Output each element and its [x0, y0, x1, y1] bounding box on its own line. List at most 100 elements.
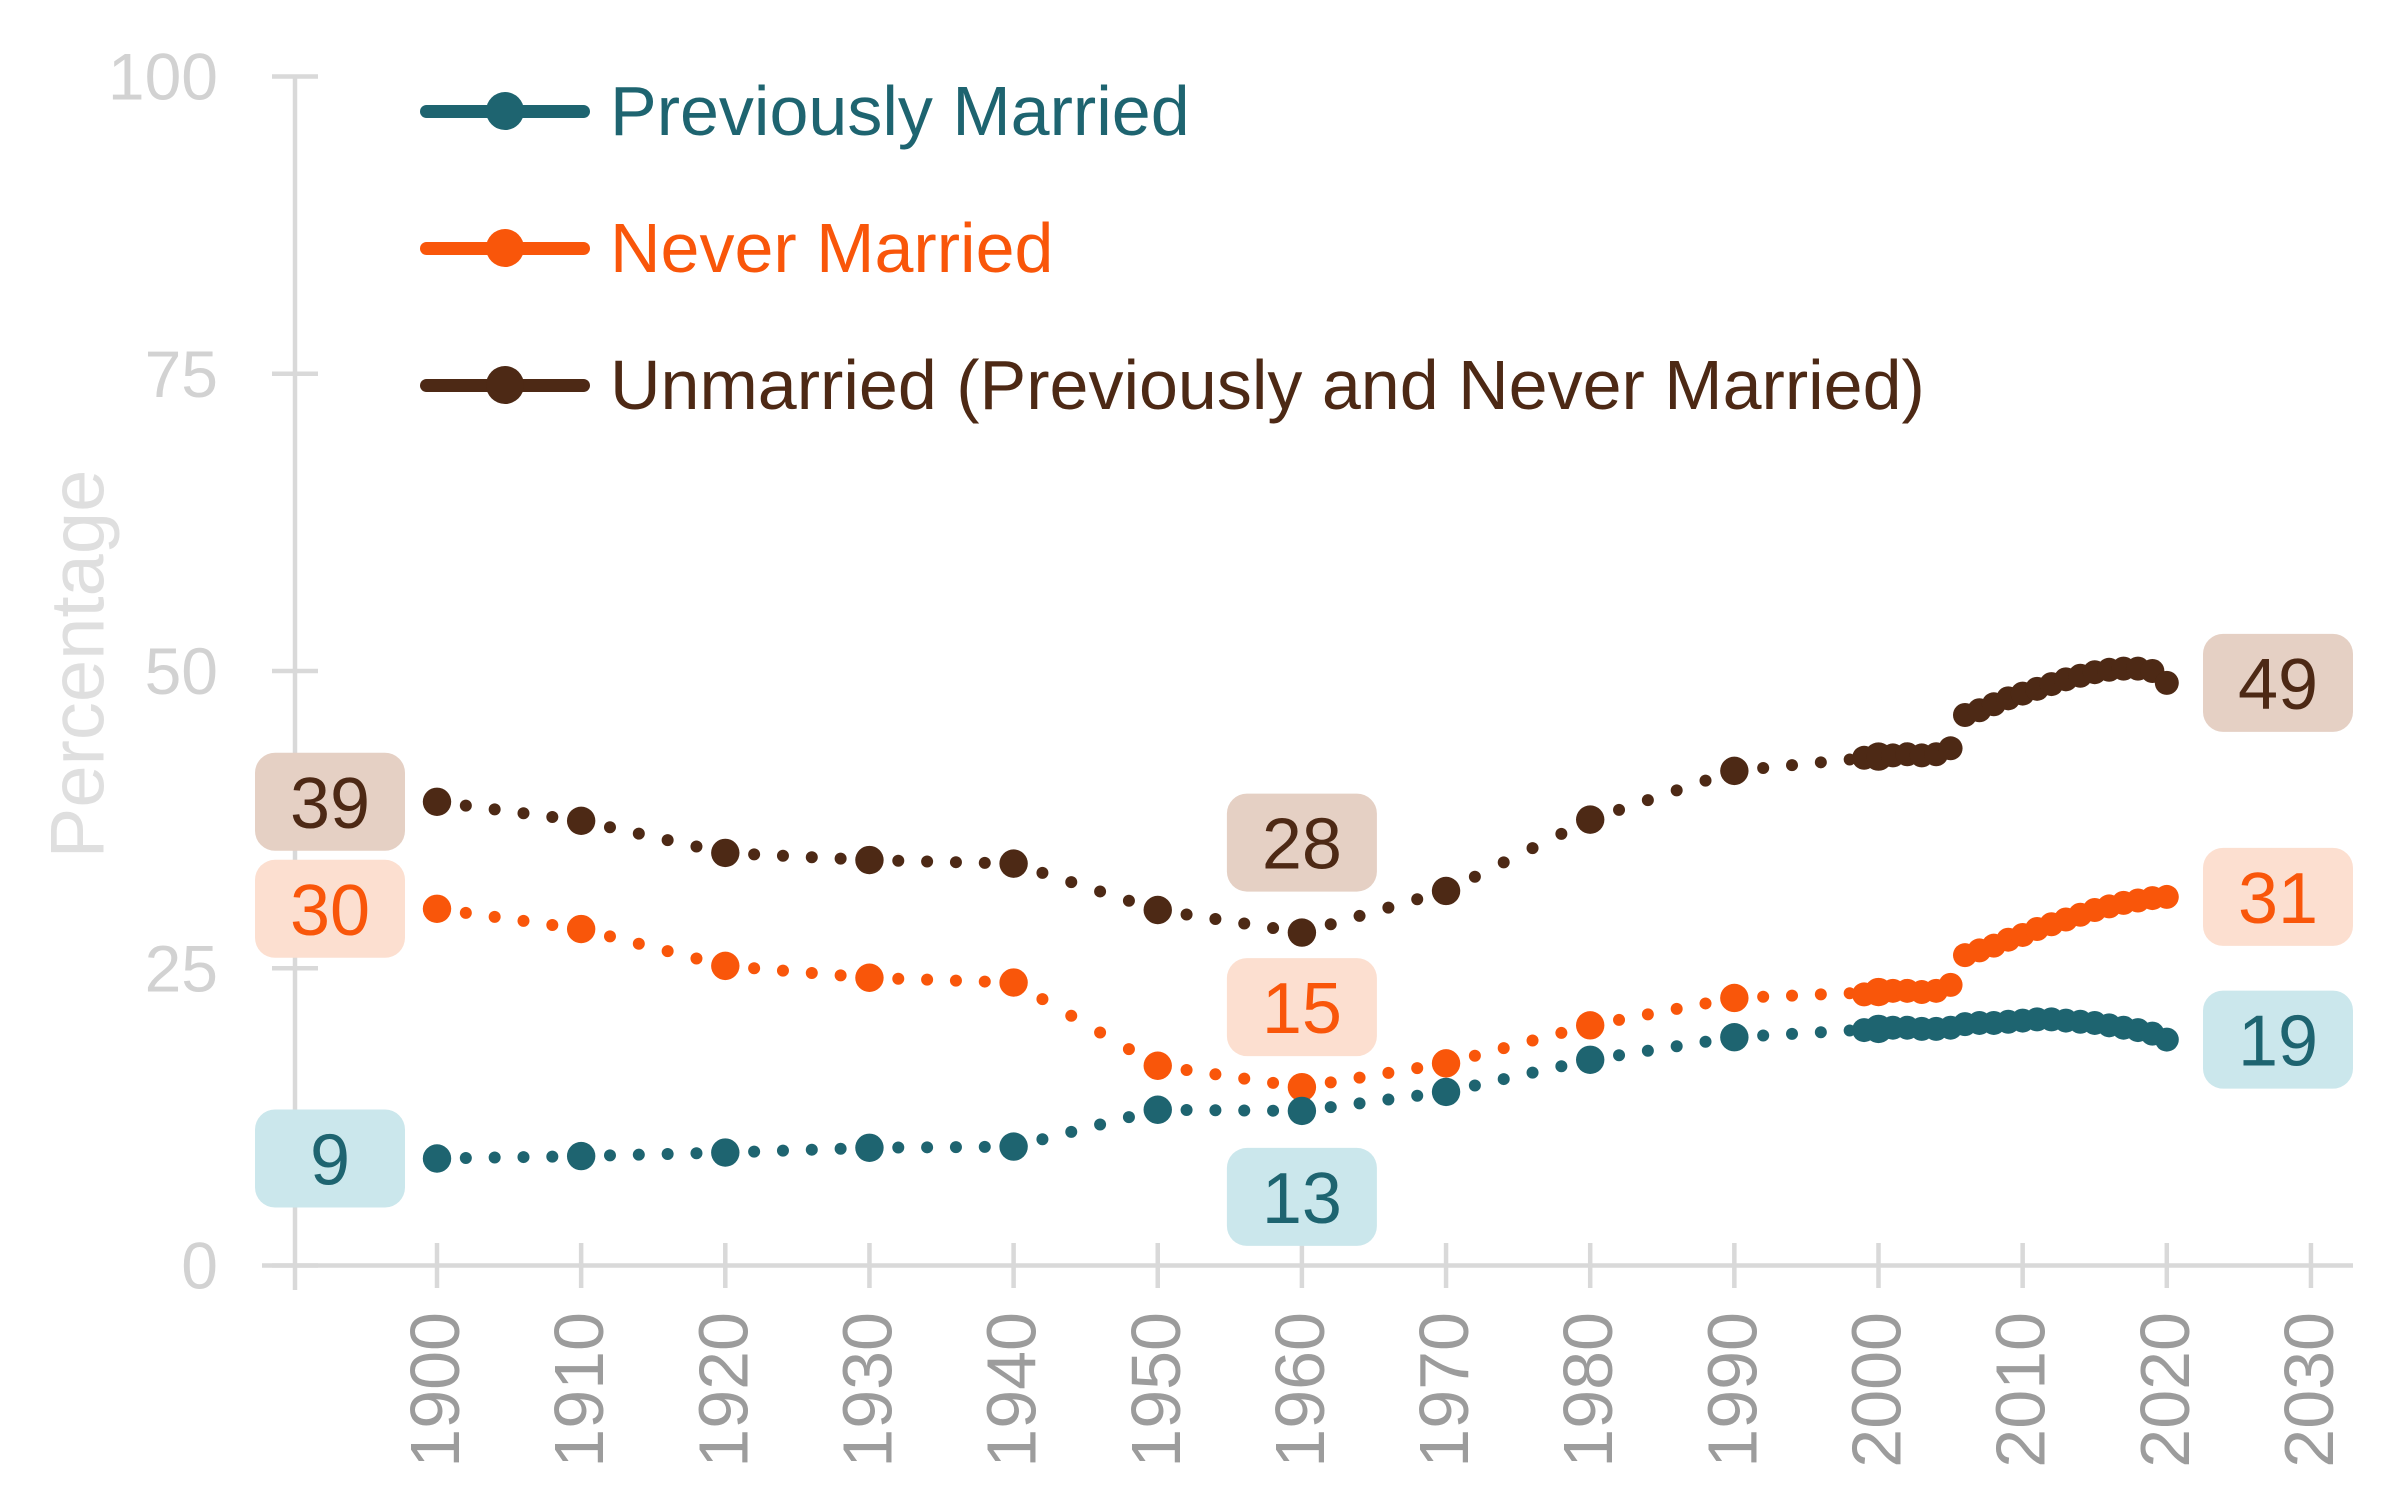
- data-point-interp: [1353, 1071, 1366, 1084]
- data-point-interp: [1411, 893, 1424, 906]
- data-point-decade: [1431, 1077, 1461, 1107]
- data-point-interp: [517, 1151, 530, 1164]
- data-point-interp: [1497, 1073, 1510, 1086]
- data-point-interp: [776, 849, 789, 862]
- data-point-interp: [834, 852, 847, 865]
- y-tick-label: 75: [145, 337, 218, 411]
- data-point-interp: [1641, 1044, 1654, 1057]
- data-point-interp: [459, 799, 472, 812]
- legend-label: Unmarried (Previously and Never Married): [610, 346, 1925, 424]
- value-badge: 13: [1226, 1147, 1377, 1246]
- data-point-interp: [1757, 1029, 1770, 1042]
- data-point-interp: [1353, 909, 1366, 922]
- legend: Previously Married Never Married Unmarri…: [420, 71, 1925, 425]
- data-point-interp: [632, 937, 645, 950]
- data-point-decade: [711, 951, 740, 981]
- legend-dot-icon: [486, 92, 524, 130]
- data-point-interp: [661, 945, 674, 958]
- data-point-decade: [1720, 756, 1749, 786]
- x-tick-label: 1960: [1261, 1312, 1339, 1468]
- y-axis: 100 75 50 25 0 Percentage: [36, 40, 318, 1303]
- data-point-interp: [1497, 856, 1510, 869]
- data-point-interp: [748, 848, 761, 861]
- data-point-interp: [834, 1142, 847, 1155]
- data-point-interp: [1036, 993, 1049, 1006]
- legend-label: Previously Married: [610, 72, 1190, 150]
- data-point-interp: [892, 854, 905, 867]
- data-point-decade: [422, 894, 452, 923]
- data-point-interp: [1613, 1013, 1626, 1026]
- data-point-interp: [488, 910, 501, 923]
- data-point-interp: [978, 975, 991, 988]
- data-point-interp: [921, 973, 934, 986]
- data-point-decade: [1287, 1096, 1317, 1126]
- value-badge: 15: [1226, 958, 1377, 1057]
- data-point-interp: [805, 1143, 818, 1156]
- data-point-interp: [1324, 1076, 1337, 1089]
- data-point-decade: [566, 914, 596, 944]
- data-point-decade: [1576, 805, 1605, 834]
- data-point-interp: [921, 855, 934, 868]
- data-point-interp: [546, 811, 559, 824]
- x-tick-label: 1950: [1117, 1312, 1195, 1468]
- legend-label: Never Married: [610, 209, 1054, 287]
- data-point-interp: [546, 918, 559, 931]
- data-point-decade: [1143, 1051, 1172, 1080]
- data-point-interp: [1382, 1093, 1395, 1106]
- data-point-interp: [1353, 1097, 1366, 1110]
- data-point-interp: [1757, 762, 1770, 775]
- data-point-interp: [949, 856, 962, 869]
- value-badge: 30: [255, 859, 405, 958]
- data-point-decade: [1287, 918, 1317, 947]
- value-badge: 39: [255, 752, 405, 851]
- data-point-interp: [1065, 1125, 1078, 1138]
- data-point-interp: [978, 1140, 991, 1153]
- data-point-interp: [1641, 794, 1654, 807]
- data-point-decade: [855, 845, 884, 875]
- x-tick-label: 1910: [540, 1312, 618, 1468]
- data-point-decade: [1576, 1045, 1605, 1075]
- data-point-interp: [1382, 901, 1395, 914]
- value-badge-text: 39: [290, 764, 370, 844]
- data-point-decade: [711, 838, 740, 868]
- data-point-interp: [603, 1149, 616, 1162]
- data-point-interp: [1209, 1104, 1222, 1117]
- data-point-interp: [488, 803, 501, 816]
- value-badge: 9: [255, 1109, 405, 1208]
- data-point-interp: [1468, 1079, 1481, 1092]
- x-tick-label: 2020: [2126, 1312, 2204, 1468]
- data-point-annual: [1938, 736, 1963, 761]
- data-point-interp: [1526, 1034, 1539, 1047]
- data-point-interp: [892, 972, 905, 985]
- data-point-interp: [1497, 1042, 1510, 1055]
- value-badges: 39 30 9 28 15 13 49 31 19: [255, 633, 2353, 1246]
- data-point-interp: [1180, 908, 1193, 921]
- x-tick-label: 1920: [684, 1312, 762, 1468]
- data-point-interp: [1065, 1009, 1078, 1022]
- data-point-interp: [892, 1141, 905, 1154]
- data-point-interp: [1757, 990, 1770, 1003]
- data-point-interp: [1267, 1076, 1280, 1089]
- data-point-interp: [978, 856, 991, 869]
- data-point-interp: [1324, 918, 1337, 931]
- data-point-interp: [776, 1144, 789, 1157]
- y-tick-label: 100: [108, 40, 218, 114]
- data-point-interp: [1613, 803, 1626, 816]
- data-point-interp: [748, 1145, 761, 1158]
- x-tick-label: 1970: [1405, 1312, 1483, 1468]
- data-point-interp: [1122, 1043, 1135, 1056]
- data-point-annual: [2154, 884, 2179, 909]
- data-point-interp: [1122, 894, 1135, 907]
- legend-marker: [420, 229, 590, 267]
- data-point-interp: [1180, 1103, 1193, 1116]
- data-point-interp: [949, 974, 962, 987]
- value-badge-text: 30: [290, 871, 370, 951]
- data-point-decade: [566, 1141, 596, 1171]
- data-point-interp: [1526, 1066, 1539, 1079]
- data-point-decade: [855, 1133, 884, 1162]
- data-point-interp: [1468, 1049, 1481, 1062]
- data-point-interp: [690, 840, 703, 853]
- data-point-interp: [603, 930, 616, 943]
- x-tick-label: 1930: [828, 1312, 906, 1468]
- data-point-interp: [1641, 1008, 1654, 1021]
